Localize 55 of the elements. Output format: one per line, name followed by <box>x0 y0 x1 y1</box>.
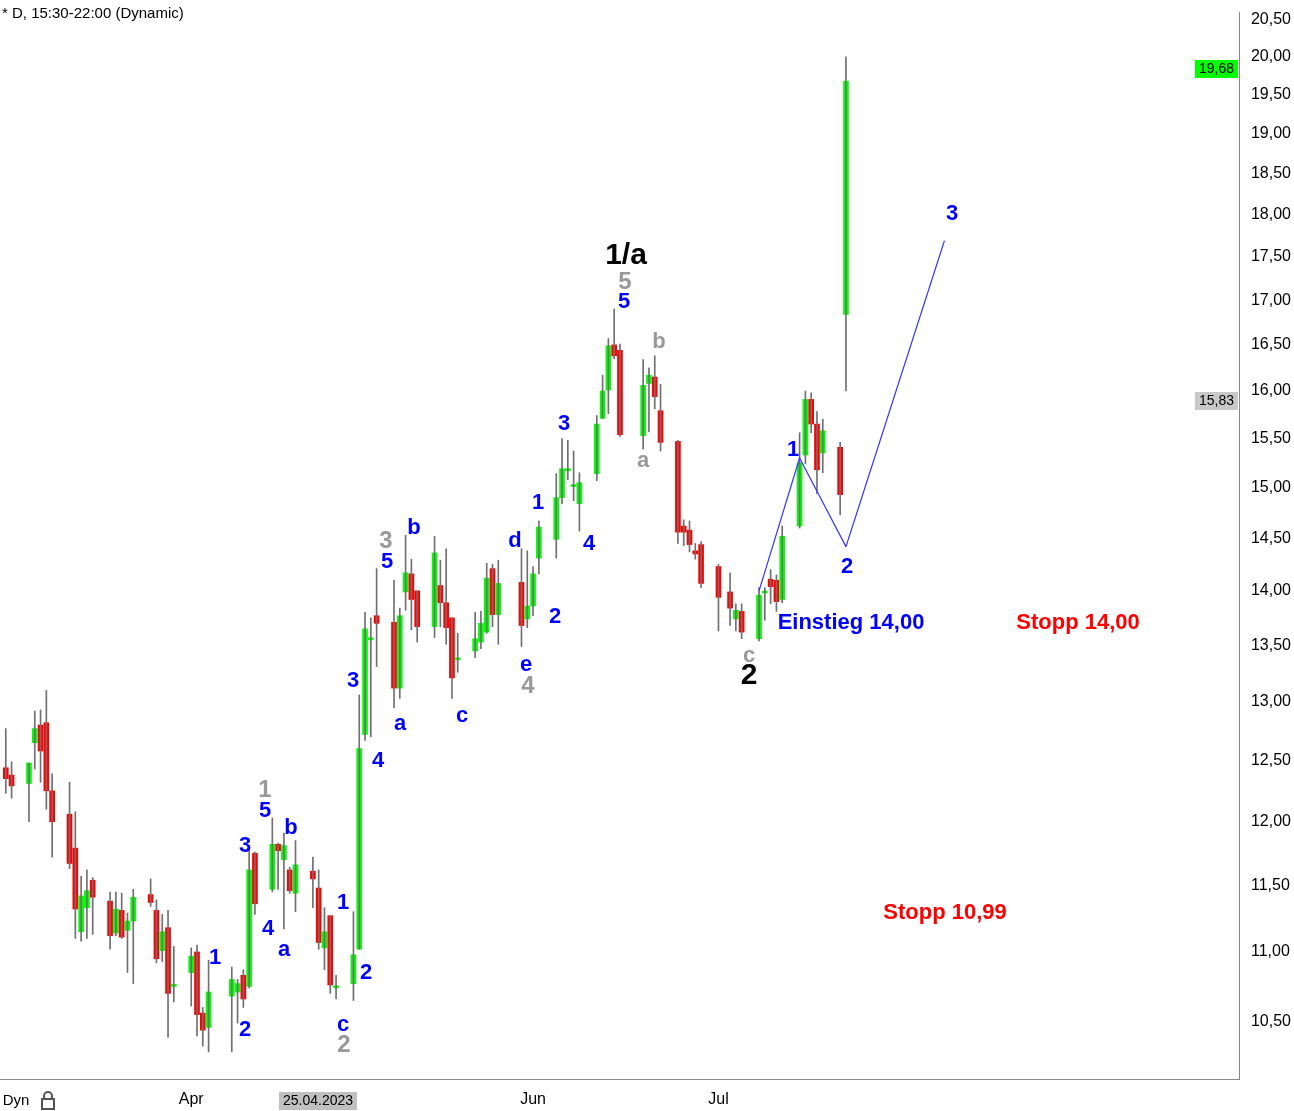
annotation: b <box>652 328 666 354</box>
annotation: 1 <box>336 889 350 915</box>
annotation: 3 <box>557 410 571 436</box>
y-tick-label: 15,00 <box>1250 478 1292 496</box>
y-tick-label: 14,50 <box>1250 528 1292 546</box>
y-tick-label: 16,50 <box>1250 335 1292 353</box>
annotation: 4 <box>261 915 275 941</box>
annotation: 1 <box>786 436 800 462</box>
annotation: b <box>284 814 298 840</box>
annotation: Stopp 10,99 <box>883 899 1007 925</box>
y-tick-label: 10,50 <box>1250 1012 1292 1030</box>
chart-title: * D, 15:30-22:00 (Dynamic) <box>2 4 184 22</box>
annotation: 1 <box>531 489 545 515</box>
y-tick-label: 17,50 <box>1250 247 1292 265</box>
annotation: Stopp 14,00 <box>1016 609 1140 635</box>
x-tick-label: Jul <box>708 1089 729 1107</box>
y-tick-label: 20,00 <box>1250 47 1292 65</box>
annotation: d <box>508 527 522 553</box>
annotation: a <box>636 447 650 473</box>
y-tick-label: 17,00 <box>1250 290 1292 308</box>
annotation: 19,68 <box>1198 59 1235 76</box>
annotation: 2 <box>238 1016 252 1042</box>
x-tick-label: Jun <box>520 1089 546 1107</box>
y-tick-label: 12,00 <box>1250 812 1292 830</box>
annotation: 4 <box>582 530 596 556</box>
annotation: 1 <box>208 944 222 970</box>
y-tick-label: 11,00 <box>1250 942 1290 960</box>
y-tick-label: 13,00 <box>1250 692 1292 710</box>
y-tick-label: 19,50 <box>1250 85 1292 103</box>
y-tick-label: 13,50 <box>1250 635 1292 653</box>
annotation: 3 <box>238 832 252 858</box>
annotation: c <box>455 702 469 728</box>
y-tick-label: 16,00 <box>1250 381 1292 399</box>
y-tick-label: 11,50 <box>1250 875 1290 893</box>
annotation: b <box>407 514 421 540</box>
annotation: 2 <box>548 603 562 629</box>
text: 25.04.2023 <box>282 1091 354 1108</box>
y-tick-label: 20,50 <box>1250 10 1292 28</box>
annotation: 3 <box>945 200 959 226</box>
annotation: 2 <box>840 553 854 579</box>
y-tick-label: 19,00 <box>1250 124 1292 142</box>
annotation: Einstieg 14,00 <box>777 609 925 635</box>
y-tick-label: 12,50 <box>1250 750 1292 768</box>
annotation: 2 <box>359 959 373 985</box>
y-tick-label: 18,00 <box>1250 205 1292 223</box>
annotation: a <box>393 710 407 736</box>
y-tick-label: 14,00 <box>1250 581 1292 599</box>
x-tick-label: Apr <box>178 1089 205 1107</box>
annotation: 4 <box>371 747 385 773</box>
y-tick-label: 15,50 <box>1250 428 1292 446</box>
annotation: 15,83 <box>1198 391 1235 408</box>
annotation: a <box>277 936 291 962</box>
text: Dyn <box>2 1091 30 1109</box>
y-tick-label: 18,50 <box>1250 164 1292 181</box>
annotation: 3 <box>346 667 360 693</box>
